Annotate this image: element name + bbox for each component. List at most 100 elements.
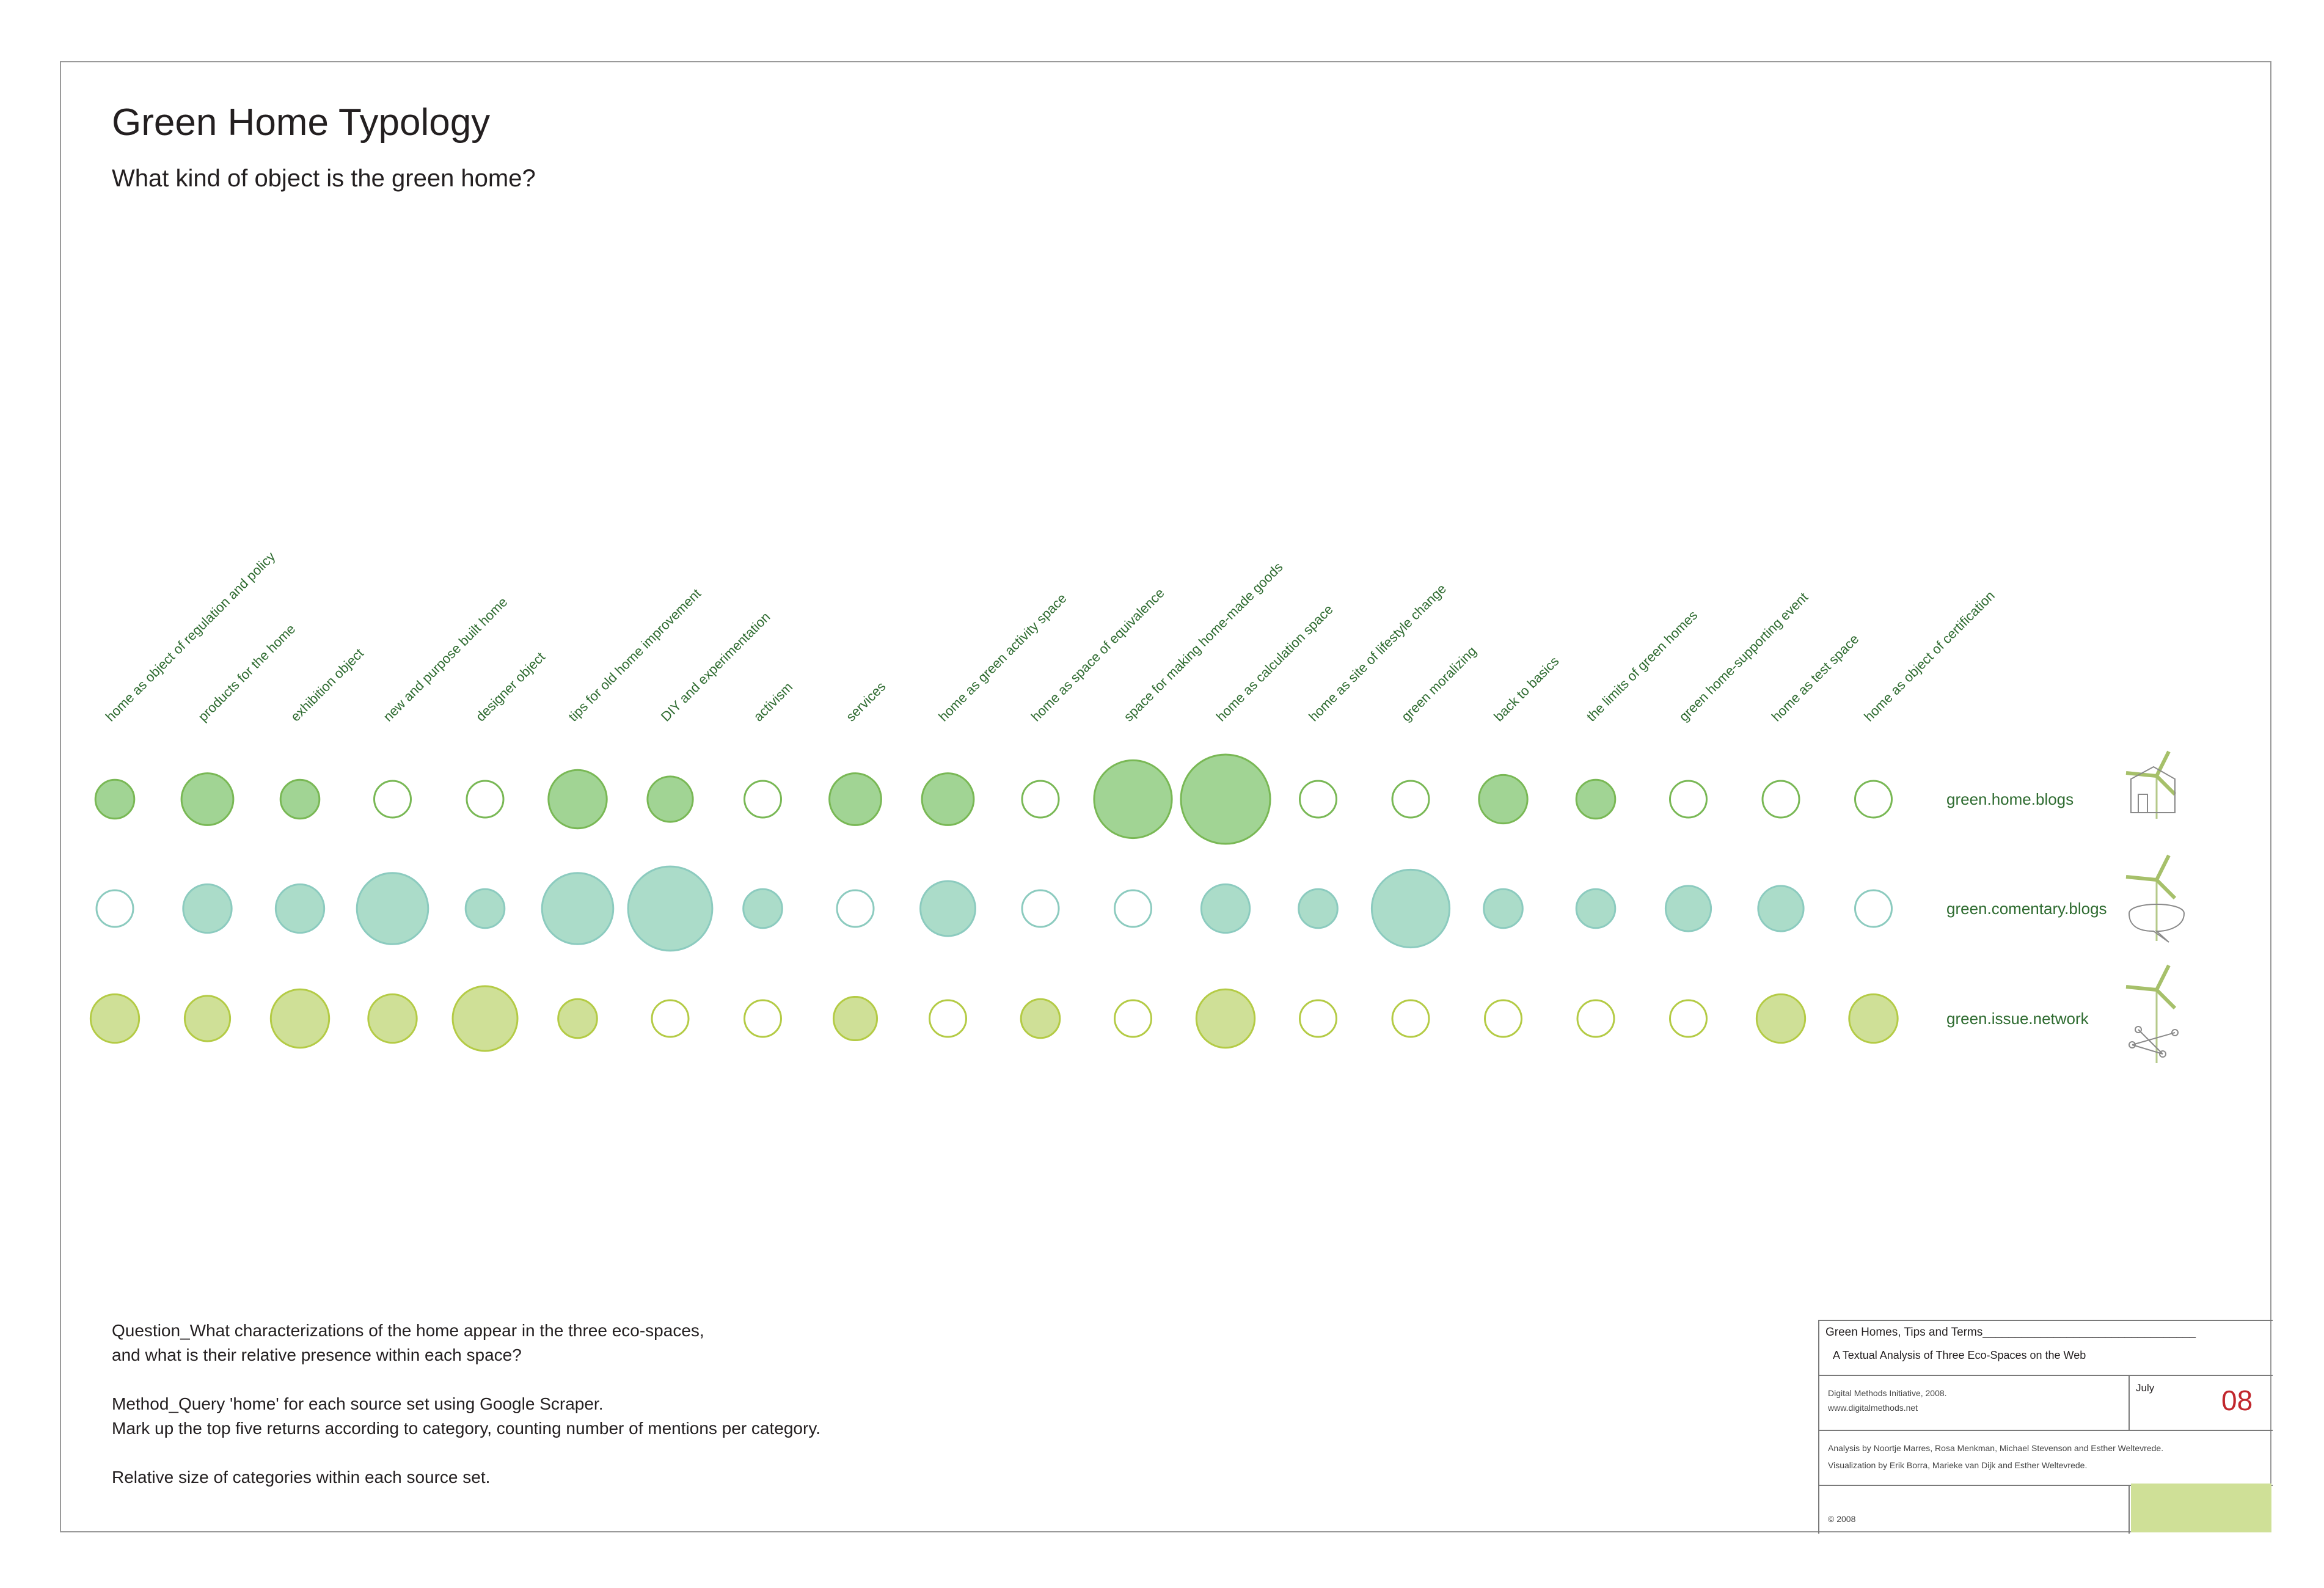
page-title: Green Home Typology: [112, 101, 491, 144]
bubble: [356, 872, 429, 945]
bubble: [451, 985, 519, 1052]
bubble: [929, 999, 967, 1038]
bubble: [367, 993, 418, 1044]
bubble: [1854, 780, 1893, 819]
bubble: [1298, 888, 1339, 929]
bubble: [1854, 889, 1893, 928]
bubble: [1664, 885, 1712, 932]
bubble: [1370, 868, 1451, 949]
bubble: [464, 888, 506, 929]
bubble: [1114, 889, 1152, 928]
windmill-network-icon: [2125, 964, 2179, 1063]
bubble: [1669, 999, 1708, 1038]
category-label: home as object of certification: [1861, 588, 1997, 724]
bubble: [1391, 999, 1430, 1038]
bubble: [279, 778, 321, 820]
bubble: [466, 780, 505, 819]
bubble: [832, 995, 879, 1042]
series-label: green.comentary.blogs: [1946, 899, 2107, 918]
bubble: [1195, 988, 1256, 1049]
bubble: [274, 883, 326, 934]
bubble: [180, 772, 235, 826]
date-month: July: [2136, 1382, 2155, 1394]
bubble: [1757, 885, 1805, 932]
windmill-house-icon: [2125, 750, 2177, 819]
bubble: [269, 988, 331, 1049]
color-swatch: [2131, 1484, 2271, 1532]
bubble: [921, 772, 975, 826]
bubble: [836, 889, 875, 928]
series-label: green.issue.network: [1946, 1009, 2089, 1028]
bubble: [919, 880, 976, 937]
website: www.digitalmethods.net: [1828, 1403, 1918, 1413]
bubble: [1114, 999, 1152, 1038]
analysis-credits: Analysis by Noortje Marres, Rosa Menkman…: [1828, 1443, 2164, 1453]
windmill-speech-bubble-icon: [2125, 854, 2185, 943]
bubble: [1576, 999, 1615, 1038]
bubble: [744, 999, 782, 1038]
method-line-2: Mark up the top five returns according t…: [112, 1419, 821, 1438]
question-line-2: and what is their relative presence with…: [112, 1345, 522, 1364]
bubble: [95, 889, 134, 928]
bubble: [89, 993, 141, 1044]
category-labels: home as object of regulation and policyp…: [103, 549, 1998, 724]
bubble: [646, 775, 694, 823]
bubble: [1755, 993, 1807, 1044]
bubble: [828, 772, 882, 826]
bubble: [547, 769, 608, 830]
bubble: [1575, 888, 1617, 929]
bubble: [557, 998, 598, 1039]
copyright: © 2008: [1828, 1514, 1856, 1524]
bubble: [1093, 759, 1173, 840]
category-label: DIY and experimentation: [658, 609, 773, 725]
page-subtitle: What kind of object is the green home?: [112, 165, 536, 192]
bubble: [541, 872, 615, 945]
bubble: [1478, 774, 1529, 825]
bubble: [1848, 993, 1899, 1044]
bubble: [94, 778, 136, 820]
bubble: [1299, 780, 1337, 819]
bubble: [1021, 889, 1060, 928]
bubble: [1484, 999, 1522, 1038]
category-label: home as object of regulation and policy: [103, 549, 278, 724]
bubble-grid: [89, 753, 1899, 1052]
category-label: exhibition object: [288, 645, 367, 724]
bubble: [182, 883, 233, 934]
bubble: [627, 865, 714, 952]
bubble: [373, 780, 412, 819]
project-title: Green Homes, Tips and Terms_____________…: [1825, 1326, 2196, 1339]
bubble: [1669, 780, 1708, 819]
category-label: services: [843, 679, 889, 725]
series-labels: green.home.blogs green.comentary.blogs gre…: [1946, 790, 2107, 1028]
method-line-1: Method_Query 'home' for each source set …: [112, 1394, 604, 1413]
bubble: [744, 780, 782, 819]
bubble: [183, 995, 232, 1042]
bubble: [1575, 778, 1617, 820]
bubble: [1180, 753, 1271, 845]
series-label: green.home.blogs: [1946, 790, 2074, 808]
bubble: [1761, 780, 1800, 819]
bubble: [1299, 999, 1337, 1038]
bubble: [1021, 780, 1060, 819]
category-label: activism: [750, 679, 795, 725]
bubble: [742, 888, 783, 929]
category-label: home as test space: [1769, 631, 1862, 725]
category-label: designer object: [473, 649, 548, 724]
bubble: [651, 999, 690, 1038]
title-block: Green Homes, Tips and Terms_____________…: [1818, 1320, 2273, 1534]
bubble: [1200, 883, 1251, 934]
question-line-1: Question_What characterizations of the h…: [112, 1321, 704, 1340]
method-notes: Question_What characterizations of the h…: [112, 1319, 820, 1514]
bubble: [1391, 780, 1430, 819]
bubble-chart: home as object of regulation and policyp…: [89, 549, 2185, 1063]
category-label: back to basics: [1491, 653, 1562, 724]
bubble: [1020, 998, 1061, 1039]
page-frame: [60, 61, 2271, 1532]
category-label: green moralizing: [1398, 643, 1480, 725]
date-day: 08: [2221, 1385, 2253, 1416]
category-label: products for the home: [195, 621, 298, 725]
bubble: [1483, 888, 1524, 929]
organization: Digital Methods Initiative, 2008.: [1828, 1388, 1947, 1398]
category-label: space for making home-made goods: [1120, 559, 1285, 724]
visualization-credits: Visualization by Erik Borra, Marieke van…: [1828, 1460, 2088, 1470]
